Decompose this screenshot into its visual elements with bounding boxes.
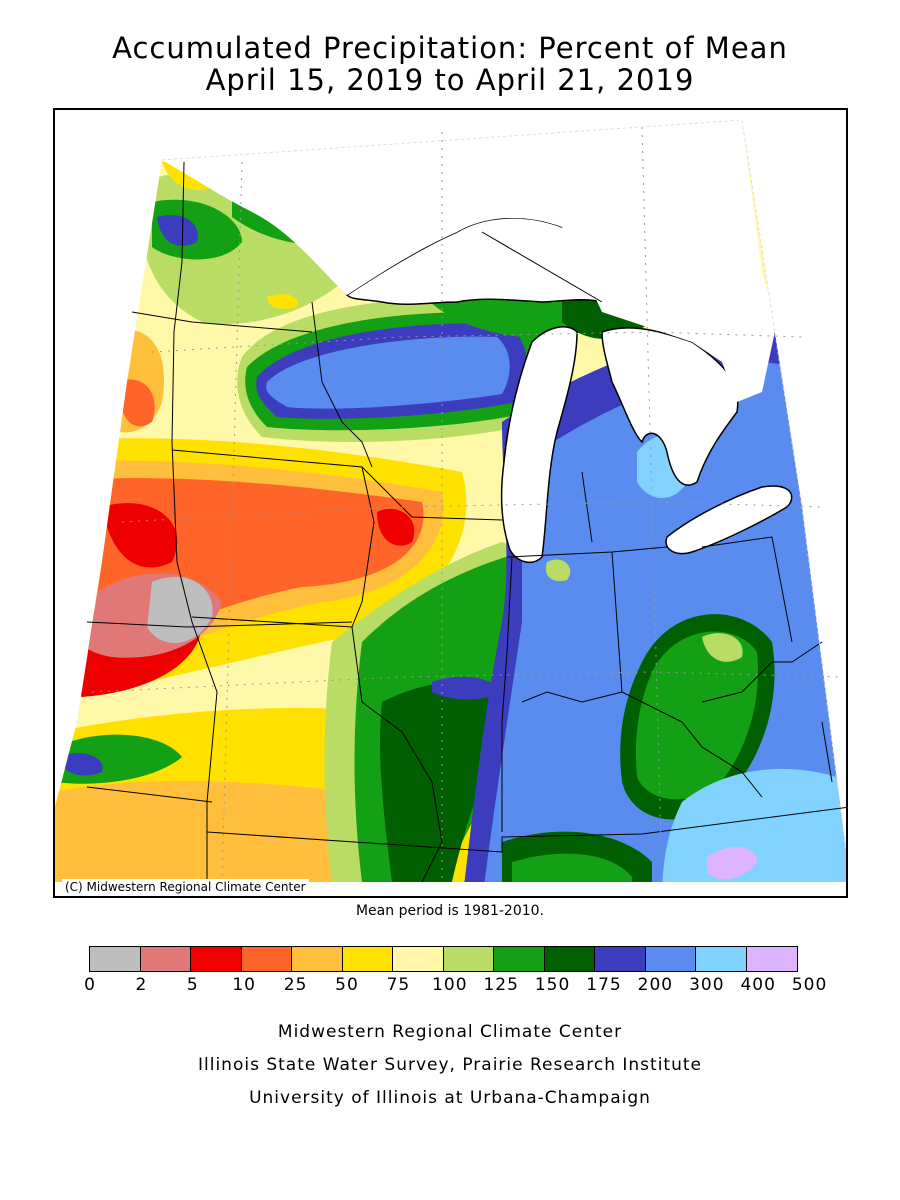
- map-graphic: [55, 119, 846, 883]
- map-title-line-1: Accumulated Precipitation: Percent of Me…: [112, 31, 788, 65]
- precipitation-map: [53, 108, 848, 898]
- legend-swatch: [393, 947, 444, 971]
- legend-swatch: [191, 947, 242, 971]
- legend-swatch: [241, 947, 292, 971]
- copyright-label: (C) Midwestern Regional Climate Center: [62, 879, 309, 895]
- legend-tick-label: 150: [534, 975, 571, 995]
- legend-tick-label: 175: [586, 975, 622, 995]
- legend-swatch: [645, 947, 696, 971]
- legend-tick-label: 125: [483, 975, 519, 995]
- legend-tick-label: 10: [232, 975, 257, 995]
- legend-tick-label: 0: [84, 975, 96, 995]
- legend-tick-label: 75: [386, 975, 411, 995]
- credit-line-2: Illinois State Water Survey, Prairie Res…: [198, 1055, 702, 1075]
- lat-lon-grid: [91, 126, 843, 883]
- legend-swatch: [595, 947, 646, 971]
- legend-swatch: [696, 947, 747, 971]
- legend-swatch: [494, 947, 545, 971]
- legend-tick-label: 5: [186, 975, 199, 995]
- legend-swatch: [292, 947, 343, 971]
- legend-tick-label: 25: [283, 975, 308, 995]
- legend-tick-label: 100: [432, 975, 468, 995]
- projection-edge: [161, 119, 846, 855]
- state-boundaries: [86, 161, 846, 883]
- mean-period-note: Mean period is 1981-2010.: [355, 903, 545, 919]
- legend-tick-label: 200: [637, 975, 674, 995]
- lakes: [162, 120, 793, 564]
- legend-swatch: [544, 947, 595, 971]
- credit-line-1: Midwestern Regional Climate Center: [277, 1022, 623, 1042]
- legend-swatch: [90, 947, 141, 971]
- legend-tick-label: 400: [740, 975, 776, 995]
- legend-tick-label: 300: [689, 975, 725, 995]
- legend-swatch: [342, 947, 393, 971]
- legend-swatch: [140, 947, 191, 971]
- color-legend: [89, 946, 798, 972]
- legend-swatch: [746, 947, 797, 971]
- legend-tick-label: 500: [791, 975, 828, 995]
- legend-tick-label: 2: [135, 975, 148, 995]
- map-title-line-2: April 15, 2019 to April 21, 2019: [205, 63, 695, 97]
- credit-line-3: University of Illinois at Urbana-Champai…: [249, 1088, 651, 1108]
- legend-swatch: [443, 947, 494, 971]
- legend-tick-label: 50: [335, 975, 359, 995]
